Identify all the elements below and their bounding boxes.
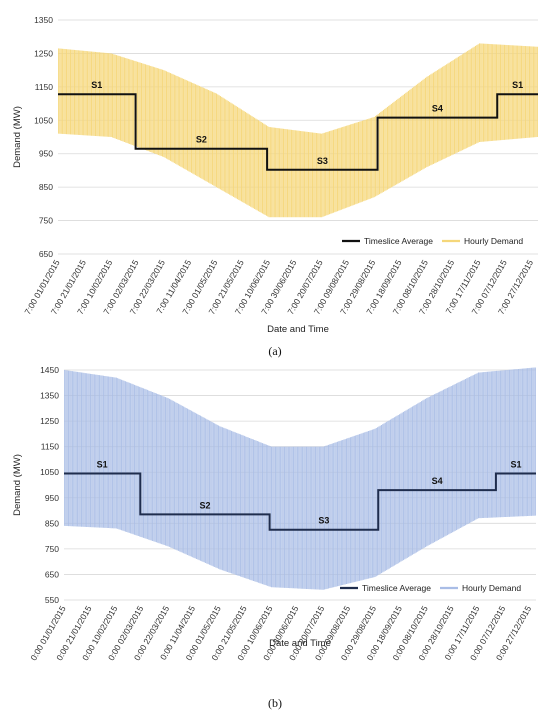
panel-label-a: (a) [268, 344, 282, 358]
y-tick-label: 950 [45, 493, 59, 503]
panel-label-b: (b) [268, 696, 282, 710]
y-axis-title: Demand (MW) [12, 454, 23, 516]
chart-a: 6507508509501050115012501350S1S2S3S4S17:… [12, 15, 538, 335]
y-axis-title: Demand (MW) [12, 106, 23, 168]
y-tick-label: 650 [39, 249, 53, 259]
y-tick-label: 750 [45, 544, 59, 554]
timeslice-label-s3: S3 [317, 156, 328, 166]
legend-label-timeslice: Timeslice Average [364, 236, 433, 246]
chart-b: 550 650 750 850 950 1050 1150 1250 1350 1450 S1 S2 S… [12, 365, 536, 662]
y-tick-label: 550 [45, 595, 59, 605]
timeslice-label-s4: S4 [432, 104, 443, 114]
y-tick-label: 850 [45, 518, 59, 528]
y-tick-label: 850 [39, 182, 53, 192]
hourly-demand-series [64, 367, 536, 590]
timeslice-label-s4: S4 [432, 476, 443, 486]
legend: Timeslice Average Hourly Demand [342, 236, 523, 246]
timeslice-label-s1: S1 [91, 80, 102, 90]
timeslice-average-line [64, 472, 536, 531]
timeslice-label-s2: S2 [196, 135, 207, 145]
timeslice-label-s2: S2 [199, 500, 210, 510]
timeslice-label-s1: S1 [97, 460, 108, 470]
timeslice-average-line [58, 93, 538, 171]
legend: Timeslice Average Hourly Demand [340, 583, 521, 593]
y-tick-label: 1250 [34, 48, 53, 58]
y-tick-label: 1050 [40, 467, 59, 477]
y-tick-label: 1350 [34, 15, 53, 25]
legend-label-timeslice: Timeslice Average [362, 583, 431, 593]
y-tick-label: 750 [39, 216, 53, 226]
hourly-demand-series [58, 43, 538, 218]
y-tick-label: 950 [39, 149, 53, 159]
timeslice-label-s3: S3 [318, 516, 329, 526]
x-axis-title: Date and Time [267, 324, 329, 335]
y-tick-label: 1150 [41, 442, 60, 452]
timeslice-label-s1: S1 [512, 80, 523, 90]
y-tick-label: 1150 [35, 82, 54, 92]
y-tick-label: 1050 [34, 115, 53, 125]
y-tick-label: 1450 [40, 365, 59, 375]
x-axis-title: Date and Time [269, 638, 331, 649]
legend-label-hourly: Hourly Demand [464, 236, 523, 246]
timeslice-label-s1: S1 [510, 460, 521, 470]
y-tick-label: 1250 [40, 416, 59, 426]
y-tick-label: 1350 [40, 391, 59, 401]
legend-label-hourly: Hourly Demand [462, 583, 521, 593]
y-tick-label: 650 [45, 569, 59, 579]
